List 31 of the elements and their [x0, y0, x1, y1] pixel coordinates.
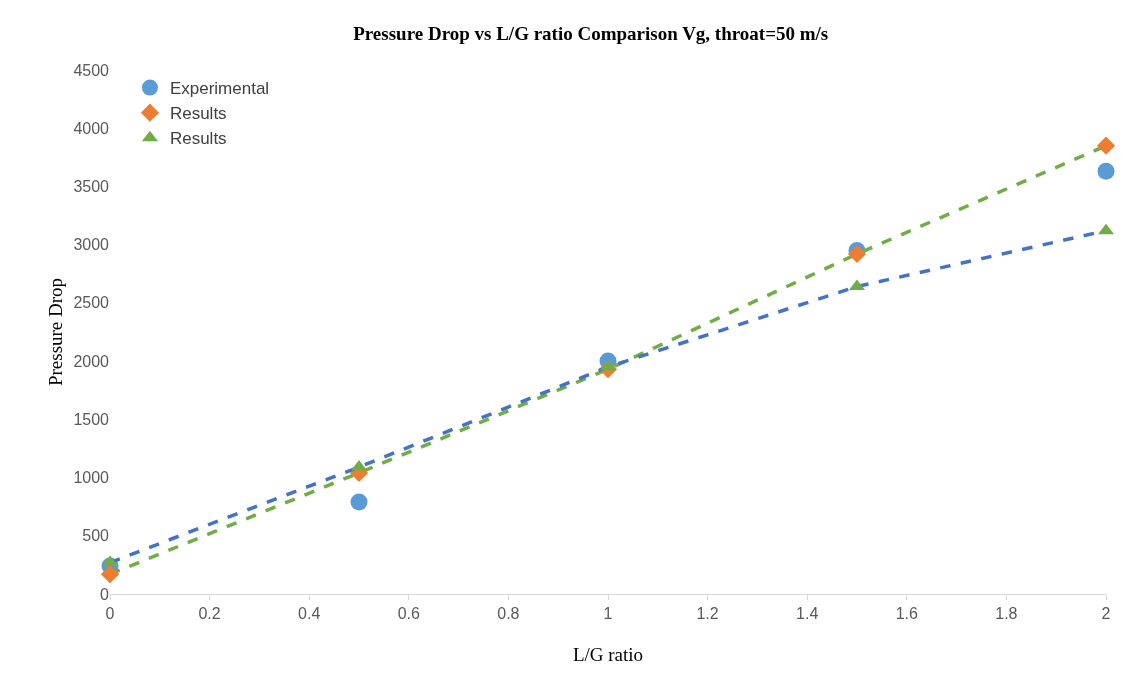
point	[1096, 136, 1116, 155]
x-axis-title: L/G ratio	[572, 644, 644, 665]
chart-title: Pressure Drop vs L/G ratio Comparison Vg, throat=50 m/s	[353, 23, 829, 45]
y-tick-label: 3000	[73, 236, 110, 254]
y-tick-label: 500	[82, 527, 110, 545]
y-tick-label: 3500	[73, 178, 110, 196]
y-axis-title: Pressure Drop	[45, 277, 66, 387]
x-tick-label: 2	[1101, 605, 1111, 623]
y-tick-label: 1500	[73, 410, 110, 428]
y-tick-label: 1000	[73, 469, 110, 487]
x-tick-label: 1	[603, 605, 613, 623]
x-tick-label: 0.4	[298, 605, 321, 623]
point	[847, 244, 867, 264]
x-tick-label: 1.4	[796, 605, 819, 623]
y-tick-label: 2000	[73, 352, 110, 370]
point	[100, 565, 120, 584]
point	[1097, 162, 1115, 180]
legend-label: Results	[169, 104, 227, 124]
x-tick-label: 0.2	[198, 605, 221, 623]
x-tick-label: 1.6	[895, 605, 919, 623]
x-tick-label: 0.6	[397, 605, 421, 623]
x-tick-label: 1.2	[696, 605, 719, 623]
point	[350, 493, 368, 511]
x-tick-label: 0.8	[497, 605, 520, 623]
legend-label: Experimental	[169, 79, 270, 99]
y-tick-label: 4000	[73, 119, 110, 137]
y-tick-label: 2500	[73, 294, 110, 312]
legend-label: Results	[169, 129, 227, 149]
y-tick-label: 0	[100, 585, 110, 603]
y-tick-label: 4500	[73, 61, 110, 79]
x-tick-label: 1.8	[995, 605, 1018, 623]
